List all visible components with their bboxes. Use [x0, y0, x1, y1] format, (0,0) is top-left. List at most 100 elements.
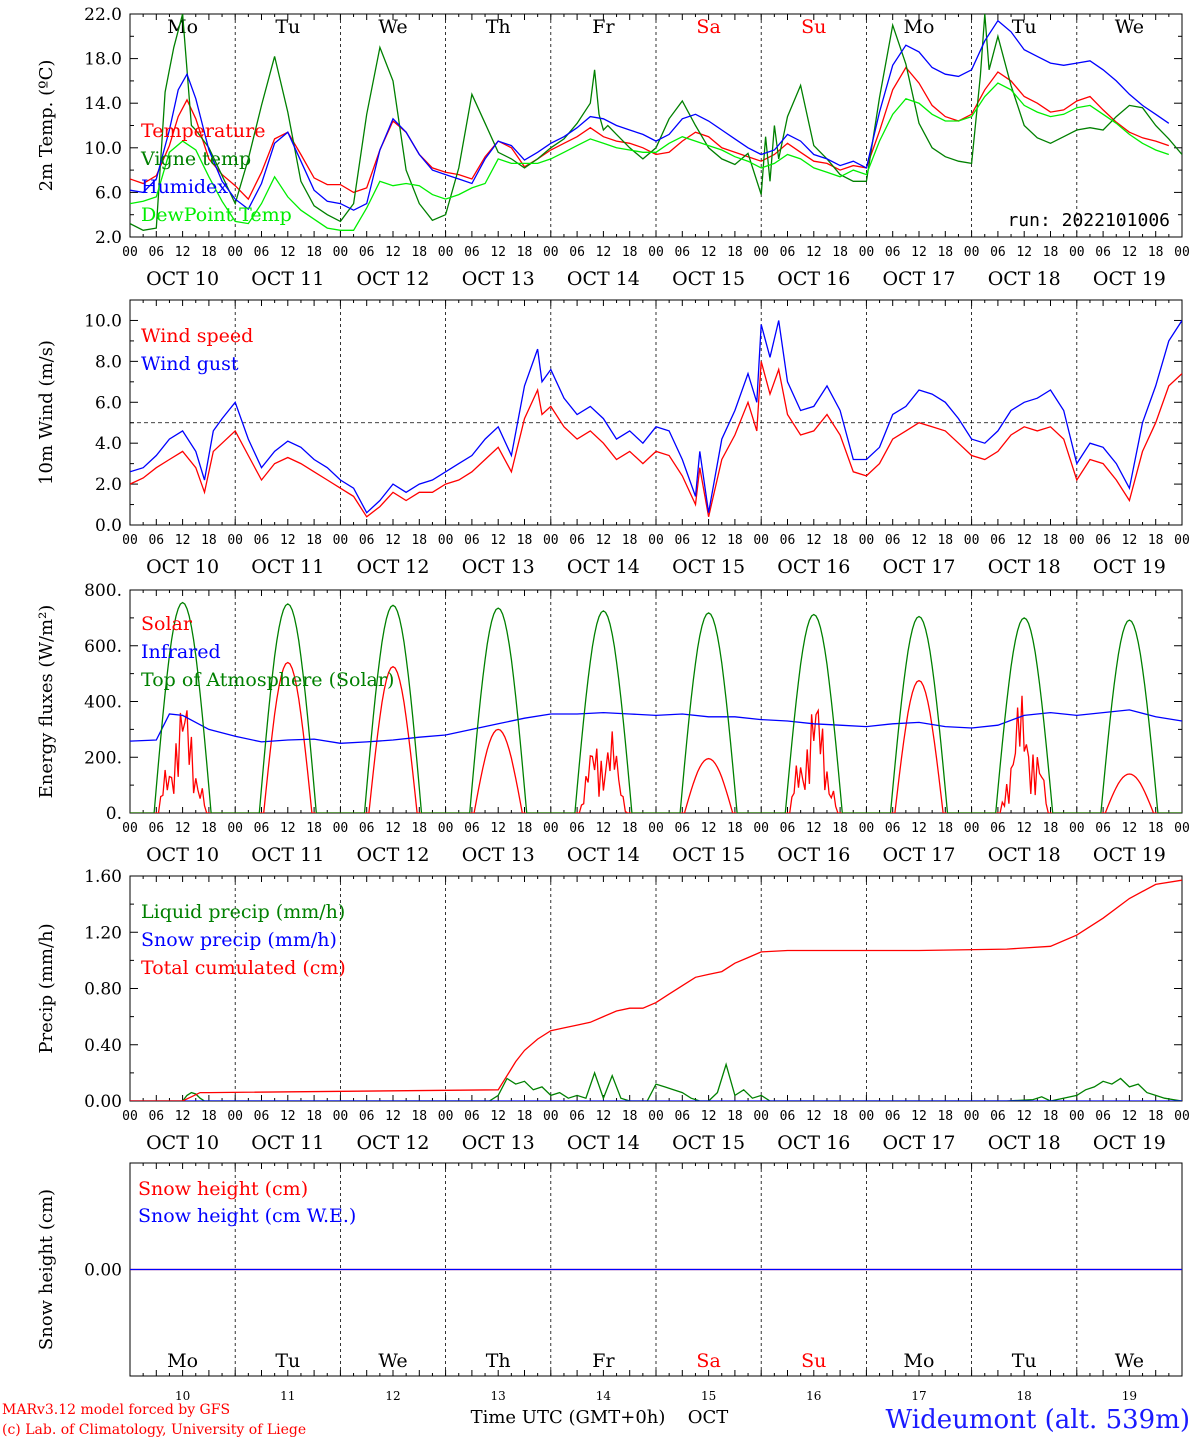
- day-of-week-label: Mo: [167, 16, 198, 38]
- hour-tick-label: 18: [1148, 245, 1164, 260]
- y-axis-title: Energy fluxes (W/m²): [36, 605, 57, 799]
- hour-tick-label: 00: [333, 1109, 349, 1124]
- hour-tick-label: 06: [359, 821, 375, 836]
- y-tick-label: 400.: [84, 693, 122, 713]
- y-axis-title: Snow height (cm): [36, 1189, 57, 1350]
- hour-tick-label: 12: [280, 1109, 296, 1124]
- hour-tick-label: 18: [832, 533, 848, 548]
- date-label: OCT 17: [882, 556, 955, 578]
- hour-tick-label: 00: [964, 821, 980, 836]
- hour-tick-label: 12: [490, 533, 506, 548]
- hour-tick-label: 12: [175, 1109, 191, 1124]
- y-tick-label: 2.0: [95, 475, 122, 495]
- hour-tick-label: 18: [1043, 245, 1059, 260]
- hour-tick-label: 00: [122, 533, 138, 548]
- hour-tick-label: 18: [306, 1109, 322, 1124]
- hour-tick-label: 12: [911, 1109, 927, 1124]
- hour-tick-label: 06: [674, 1109, 690, 1124]
- hour-tick-label: 06: [464, 533, 480, 548]
- hour-tick-label: 00: [1174, 1109, 1190, 1124]
- hour-tick-label: 18: [1043, 821, 1059, 836]
- hour-tick-label: 06: [674, 245, 690, 260]
- hour-tick-label: 00: [438, 1109, 454, 1124]
- date-label: OCT 15: [672, 1132, 745, 1154]
- series-humidex: [130, 19, 1170, 211]
- day-number-label: 16: [806, 1389, 821, 1403]
- hour-tick-label: 18: [1148, 1109, 1164, 1124]
- hour-tick-label: 18: [306, 245, 322, 260]
- y-tick-label: 2.0: [95, 228, 122, 248]
- credit-line-1: MARv3.12 model forced by GFS: [2, 1402, 230, 1418]
- hour-tick-label: 18: [411, 245, 427, 260]
- hour-tick-label: 06: [885, 1109, 901, 1124]
- hour-tick-label: 06: [359, 245, 375, 260]
- hour-tick-label: 12: [385, 821, 401, 836]
- y-tick-label: 6.0: [95, 183, 122, 203]
- hour-tick-label: 12: [911, 821, 927, 836]
- legend-entry: Snow precip (mm/h): [141, 929, 337, 951]
- hour-tick-label: 18: [201, 533, 217, 548]
- hour-tick-label: 18: [306, 533, 322, 548]
- day-number-label: 15: [701, 1389, 716, 1403]
- hour-tick-label: 12: [1016, 821, 1032, 836]
- panel-frame: [129, 589, 1183, 814]
- date-label: OCT 12: [356, 268, 429, 290]
- y-axis-title: Precip (mm/h): [36, 923, 57, 1053]
- date-label: OCT 18: [988, 556, 1061, 578]
- hour-tick-label: 12: [385, 533, 401, 548]
- hour-tick-label: 06: [885, 533, 901, 548]
- date-label: OCT 18: [988, 268, 1061, 290]
- day-of-week-label: We: [378, 16, 407, 38]
- hour-tick-label: 18: [411, 821, 427, 836]
- legend-entry: DewPoint Temp: [141, 204, 292, 226]
- hour-tick-label: 06: [254, 533, 270, 548]
- y-tick-label: 0.00: [84, 1092, 122, 1112]
- station-label: Wideumont (alt. 539m): [886, 1405, 1190, 1435]
- date-label: OCT 12: [356, 1132, 429, 1154]
- hour-tick-label: 12: [175, 821, 191, 836]
- hour-tick-label: 00: [753, 533, 769, 548]
- hour-tick-label: 00: [1174, 533, 1190, 548]
- hour-tick-label: 12: [1016, 245, 1032, 260]
- hour-tick-label: 06: [464, 821, 480, 836]
- hour-tick-label: 12: [806, 1109, 822, 1124]
- date-label: OCT 19: [1093, 556, 1166, 578]
- hour-tick-label: 06: [780, 1109, 796, 1124]
- series-infrared: [130, 709, 1182, 744]
- hour-tick-label: 12: [490, 821, 506, 836]
- hour-tick-label: 06: [674, 821, 690, 836]
- hour-tick-label: 12: [596, 245, 612, 260]
- date-label: OCT 16: [777, 844, 850, 866]
- hour-tick-label: 00: [543, 245, 559, 260]
- x-axis-title: Time UTC (GMT+0h): [471, 1407, 666, 1428]
- day-of-week-label: We: [1115, 16, 1144, 38]
- y-tick-label: 0.80: [84, 980, 122, 1000]
- hour-tick-label: 00: [648, 1109, 664, 1124]
- date-label: OCT 18: [988, 1132, 1061, 1154]
- y-tick-label: 600.: [84, 637, 122, 657]
- hour-tick-label: 18: [727, 245, 743, 260]
- hour-tick-label: 18: [727, 821, 743, 836]
- hour-tick-label: 18: [201, 245, 217, 260]
- y-axis-title: 2m Temp. (ºC): [36, 60, 57, 192]
- series-top-of-atmosphere-solar: [130, 601, 1182, 813]
- hour-tick-label: 00: [859, 1109, 875, 1124]
- hour-tick-label: 18: [622, 1109, 638, 1124]
- hour-tick-label: 18: [937, 245, 953, 260]
- date-label: OCT 10: [146, 844, 219, 866]
- hour-tick-label: 18: [622, 533, 638, 548]
- day-of-week-label: Mo: [167, 1350, 198, 1372]
- hour-tick-label: 00: [122, 1109, 138, 1124]
- hour-tick-label: 06: [148, 533, 164, 548]
- y-tick-label: 4.0: [95, 434, 122, 454]
- legend-entry: Temperature: [141, 120, 265, 142]
- hour-tick-label: 18: [937, 1109, 953, 1124]
- hour-tick-label: 06: [359, 1109, 375, 1124]
- series-total-cumulated-cm: [130, 879, 1182, 1101]
- hour-tick-label: 12: [1016, 1109, 1032, 1124]
- y-tick-label: 200.: [84, 748, 122, 768]
- date-label: OCT 13: [462, 556, 535, 578]
- hour-tick-label: 18: [1148, 821, 1164, 836]
- hour-tick-label: 12: [806, 245, 822, 260]
